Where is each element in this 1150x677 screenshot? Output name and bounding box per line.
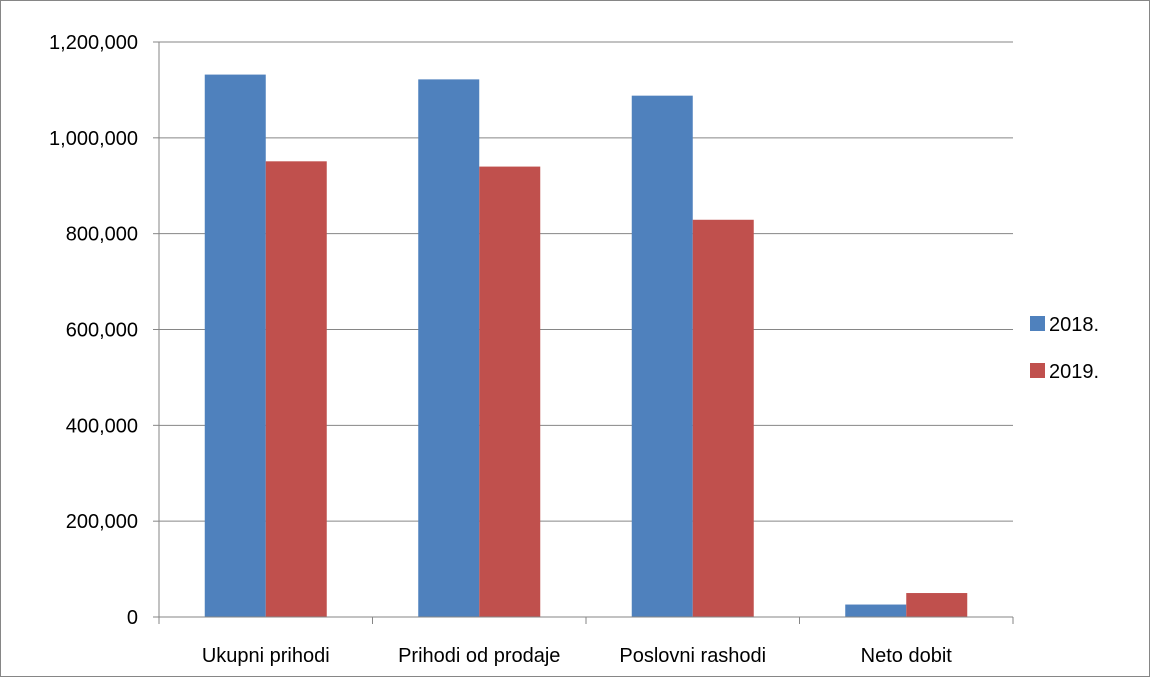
- y-tick-label: 800,000: [66, 224, 138, 246]
- x-category-label: Poslovni rashodi: [619, 645, 766, 667]
- legend-label: 2019.: [1049, 361, 1099, 383]
- y-tick-label: 400,000: [66, 415, 138, 437]
- legend: 2018. 2019.: [1030, 314, 1099, 383]
- legend-swatch: [1030, 363, 1045, 378]
- bars: [204, 74, 968, 618]
- y-tick-label: 0: [127, 607, 138, 629]
- legend-label: 2018.: [1049, 314, 1099, 336]
- y-tick-label: 600,000: [66, 320, 138, 342]
- bar-2019-3: [906, 593, 968, 617]
- y-axis-ticks: 0 200,000 400,000 600,000 800,000 1,000,000 1,…: [49, 32, 159, 629]
- x-category-label: Neto dobit: [861, 645, 953, 667]
- bar-2018-0: [204, 74, 266, 618]
- x-category-label: Prihodi od prodaje: [398, 645, 560, 667]
- y-tick-label: 1,200,000: [49, 32, 138, 54]
- x-axis-ticks: Ukupni prihodi Prihodi od prodaje Poslovni…: [158, 617, 1014, 667]
- legend-swatch: [1030, 316, 1045, 331]
- bar-2018-1: [418, 79, 480, 617]
- bar-2018-3: [845, 604, 907, 617]
- bar-2019-2: [692, 219, 754, 618]
- x-category-label: Ukupni prihodi: [202, 645, 330, 667]
- y-tick-label: 1,000,000: [49, 128, 138, 150]
- bar-2019-1: [479, 166, 541, 618]
- bar-2019-0: [265, 161, 327, 617]
- bar-2018-2: [631, 95, 693, 617]
- y-tick-label: 200,000: [66, 511, 138, 533]
